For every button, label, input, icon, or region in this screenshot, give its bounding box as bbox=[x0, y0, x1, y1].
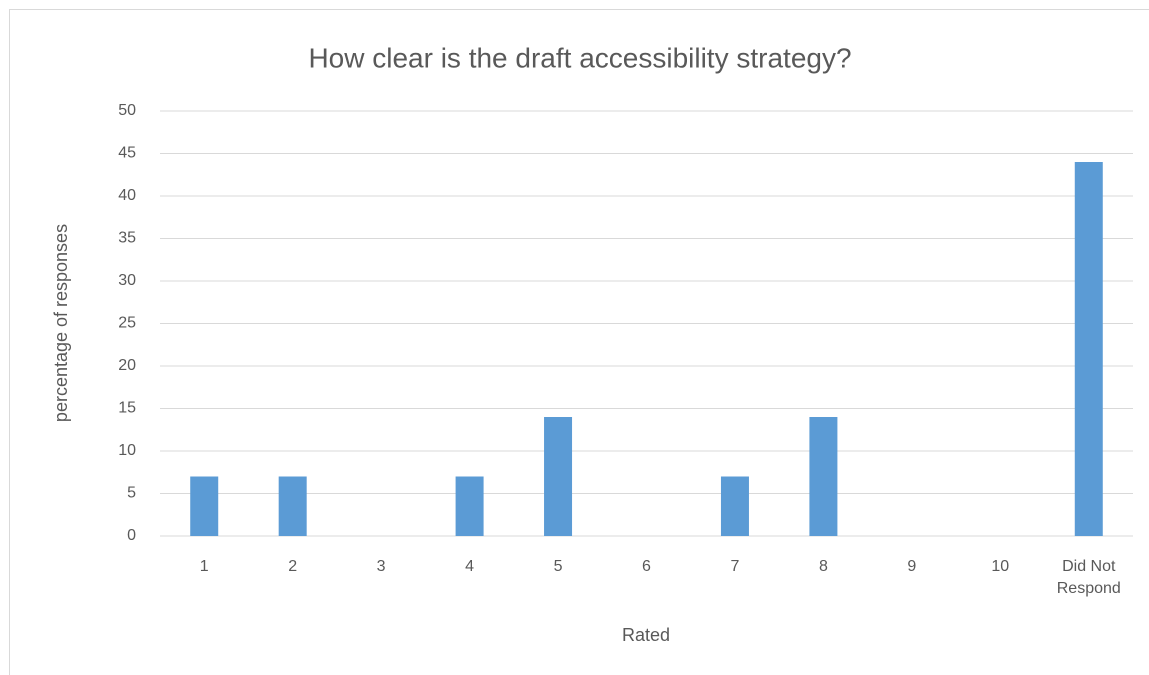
y-tick-label: 5 bbox=[127, 485, 136, 502]
y-tick-label: 30 bbox=[118, 272, 136, 289]
x-tick-label: 4 bbox=[465, 558, 475, 575]
x-tick-label: 9 bbox=[907, 558, 917, 575]
bar bbox=[809, 417, 838, 536]
bar bbox=[720, 476, 749, 536]
x-tick-label: 7 bbox=[730, 558, 740, 575]
chart-border bbox=[9, 9, 1149, 675]
bar bbox=[190, 476, 219, 536]
x-tick-label: 2 bbox=[288, 558, 298, 575]
bar bbox=[1074, 162, 1103, 536]
x-axis-title: Rated bbox=[622, 625, 670, 645]
bar bbox=[278, 476, 307, 536]
x-tick-label: 8 bbox=[818, 558, 828, 575]
x-tick-label: Did Not Respond bbox=[1056, 558, 1121, 597]
y-tick-label: 40 bbox=[118, 187, 136, 204]
bar bbox=[544, 417, 573, 536]
y-tick-label: 0 bbox=[127, 527, 136, 544]
x-tick-label: 6 bbox=[642, 558, 651, 575]
y-tick-label: 25 bbox=[118, 315, 136, 332]
bar bbox=[455, 476, 484, 536]
x-tick-label: 1 bbox=[199, 558, 209, 575]
y-tick-label: 45 bbox=[118, 145, 136, 162]
y-axis-title: percentage of responses bbox=[51, 224, 71, 422]
y-tick-label: 35 bbox=[118, 230, 136, 247]
y-tick-label: 20 bbox=[118, 357, 136, 374]
y-tick-label: 15 bbox=[118, 400, 136, 417]
y-tick-label: 10 bbox=[118, 442, 136, 459]
x-tick-label: 10 bbox=[991, 558, 1010, 575]
x-tick-label: 3 bbox=[376, 558, 386, 575]
chart-title: How clear is the draft accessibility str… bbox=[308, 42, 851, 73]
y-tick-label: 50 bbox=[118, 102, 136, 119]
x-tick-label: 5 bbox=[553, 558, 563, 575]
